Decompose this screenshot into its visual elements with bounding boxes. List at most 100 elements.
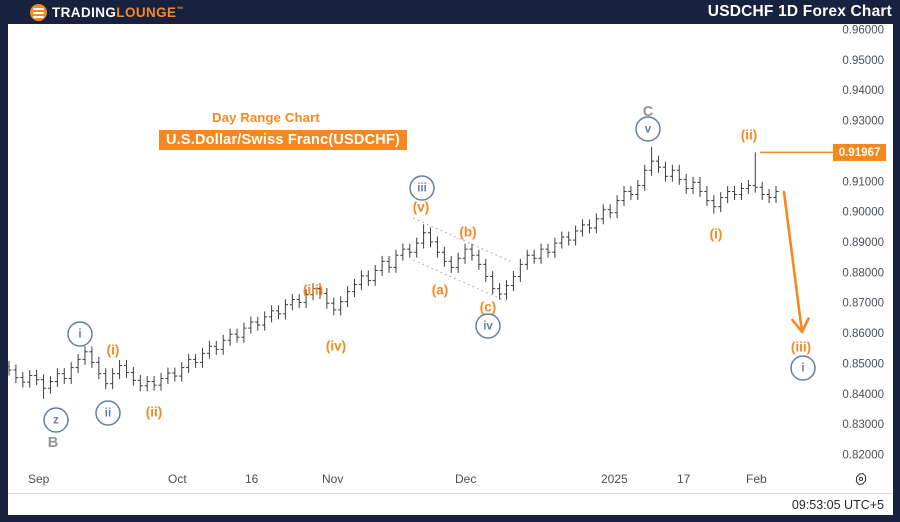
svg-text:16: 16 bbox=[245, 472, 259, 486]
price-bar bbox=[199, 347, 206, 368]
price-bar bbox=[192, 353, 199, 368]
price-bar bbox=[483, 258, 489, 282]
price-bar bbox=[338, 296, 344, 316]
svg-text:0.86000: 0.86000 bbox=[842, 328, 884, 340]
price-bar bbox=[469, 243, 475, 261]
wave-text-label: C bbox=[643, 104, 654, 120]
price-bar bbox=[503, 280, 510, 300]
price-bar bbox=[20, 372, 26, 388]
wave-text-label: (a) bbox=[432, 283, 449, 298]
price-bar bbox=[103, 368, 109, 390]
price-bar bbox=[683, 173, 689, 194]
price-bar bbox=[130, 366, 136, 386]
svg-text:i: i bbox=[78, 329, 81, 341]
svg-text:iii: iii bbox=[417, 183, 427, 195]
svg-text:0.94000: 0.94000 bbox=[842, 85, 884, 97]
price-bar bbox=[379, 255, 385, 276]
price-bar bbox=[441, 246, 447, 267]
svg-text:Sep: Sep bbox=[28, 472, 50, 486]
svg-text:Oct: Oct bbox=[168, 472, 187, 486]
price-bar bbox=[234, 328, 240, 343]
wave-circle-label: v bbox=[635, 116, 661, 142]
bars-group bbox=[6, 146, 779, 399]
price-bar bbox=[759, 181, 765, 200]
price-bar bbox=[711, 195, 717, 214]
svg-text:0.89000: 0.89000 bbox=[842, 237, 884, 249]
brand: TRADINGLOUNGE™ bbox=[30, 3, 184, 21]
svg-text:Dec: Dec bbox=[455, 472, 476, 486]
price-bar bbox=[40, 374, 47, 399]
price-bar bbox=[718, 192, 724, 213]
price-bar bbox=[54, 368, 60, 387]
wave-text-label: (iv) bbox=[326, 339, 346, 354]
price-bar bbox=[669, 164, 675, 182]
svg-text:0.95000: 0.95000 bbox=[842, 55, 884, 67]
price-bar bbox=[752, 152, 758, 193]
wave-circle-label: i bbox=[790, 355, 816, 381]
price-bar bbox=[476, 249, 482, 270]
price-bar bbox=[731, 186, 738, 200]
brand-name-primary: TRADING bbox=[52, 4, 117, 20]
gear-icon[interactable] bbox=[853, 471, 869, 487]
price-bar bbox=[738, 182, 745, 200]
chart-subtitle: Day Range Chart bbox=[212, 110, 320, 125]
wave-circle-label: i bbox=[67, 321, 93, 347]
price-bar bbox=[676, 164, 682, 185]
price-bar bbox=[593, 213, 599, 234]
price-bar bbox=[365, 270, 371, 286]
price-bar bbox=[144, 376, 150, 392]
trademark-mark: ™ bbox=[176, 6, 184, 13]
price-bar bbox=[635, 179, 641, 200]
price-bar bbox=[614, 195, 620, 219]
price-bar bbox=[559, 231, 565, 249]
price-bar bbox=[213, 340, 219, 355]
svg-text:0.82000: 0.82000 bbox=[842, 449, 884, 461]
price-bar bbox=[172, 367, 178, 382]
svg-text:Feb: Feb bbox=[746, 472, 767, 486]
price-bar bbox=[655, 155, 662, 173]
price-bar bbox=[524, 249, 530, 270]
price-bar bbox=[538, 243, 544, 264]
wave-text-label: (ii) bbox=[146, 405, 163, 420]
price-bar bbox=[255, 316, 261, 331]
price-bar bbox=[386, 255, 392, 273]
wave-text-label: (v) bbox=[413, 200, 430, 215]
price-bar bbox=[455, 252, 461, 273]
svg-text:0.93000: 0.93000 bbox=[842, 116, 884, 128]
price-bar bbox=[531, 249, 537, 264]
price-bar bbox=[510, 271, 517, 292]
price-bar bbox=[96, 356, 102, 380]
price-bar bbox=[448, 255, 454, 273]
wave-circle-label: z bbox=[43, 407, 69, 433]
price-bar bbox=[248, 316, 254, 334]
price-bar bbox=[13, 364, 19, 384]
price-bar bbox=[697, 176, 703, 197]
svg-text:z: z bbox=[53, 415, 59, 427]
projection-arrow bbox=[782, 190, 810, 334]
svg-text:0.90000: 0.90000 bbox=[842, 207, 884, 219]
price-bar bbox=[586, 219, 593, 234]
price-bar bbox=[151, 376, 157, 391]
price-bar bbox=[766, 189, 772, 204]
wave-text-label: (iii) bbox=[303, 283, 323, 298]
last-price-badge: 0.91967 bbox=[833, 143, 886, 161]
price-bar bbox=[400, 243, 406, 261]
price-bar bbox=[68, 362, 74, 384]
channel-lines bbox=[412, 217, 513, 303]
price-bar bbox=[517, 258, 523, 282]
wave-text-label: (i) bbox=[710, 227, 723, 242]
price-bar bbox=[600, 204, 606, 225]
price-bar bbox=[725, 186, 731, 204]
price-bar bbox=[573, 225, 579, 246]
price-bar bbox=[137, 374, 143, 392]
wave-text-label: B bbox=[48, 435, 58, 451]
price-bar bbox=[227, 328, 233, 346]
price-bar bbox=[407, 243, 413, 258]
price-bar bbox=[427, 227, 434, 248]
price-bar bbox=[704, 186, 710, 207]
footer-divider bbox=[8, 493, 893, 494]
price-bar bbox=[745, 179, 751, 194]
